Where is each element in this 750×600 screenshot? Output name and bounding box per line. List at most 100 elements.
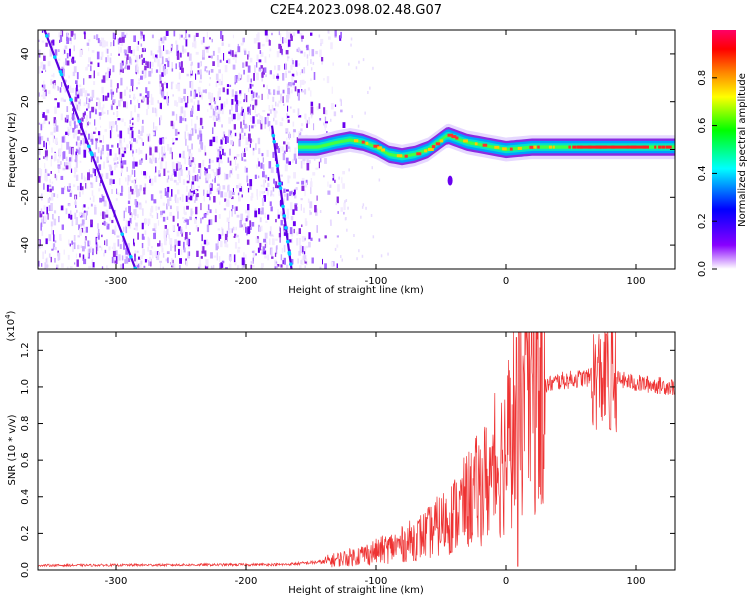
noise-speck xyxy=(244,50,247,55)
noise-speck xyxy=(41,40,45,43)
noise-speck xyxy=(40,135,44,141)
noise-speck xyxy=(306,120,308,128)
noise-speck xyxy=(154,157,157,164)
noise-speck xyxy=(264,255,267,259)
noise-speck xyxy=(111,144,114,148)
noise-speck xyxy=(208,173,211,179)
noise-speck xyxy=(218,160,220,168)
noise-speck xyxy=(85,236,87,241)
noise-speck xyxy=(287,119,290,123)
noise-speck xyxy=(143,265,146,268)
noise-speck xyxy=(110,183,112,187)
noise-speck xyxy=(44,262,47,269)
signal-hotspot xyxy=(577,145,649,149)
doppler-track-point xyxy=(278,186,283,190)
noise-speck xyxy=(125,61,127,70)
noise-speck xyxy=(38,147,41,156)
noise-speck xyxy=(208,103,211,106)
noise-speck xyxy=(280,219,283,226)
noise-speck xyxy=(299,245,302,253)
noise-speck xyxy=(152,129,154,132)
noise-speck xyxy=(286,83,290,88)
noise-speck xyxy=(160,37,163,41)
noise-speck xyxy=(228,255,230,260)
noise-speck xyxy=(218,234,221,241)
noise-speck xyxy=(155,69,159,73)
noise-speck xyxy=(244,93,246,101)
noise-speck xyxy=(40,172,42,178)
noise-speck xyxy=(47,32,50,38)
noise-speck xyxy=(124,147,127,154)
noise-speck xyxy=(254,208,257,211)
noise-speck xyxy=(194,123,197,131)
noise-speck xyxy=(191,162,193,166)
noise-speck xyxy=(167,170,170,173)
noise-speck xyxy=(50,39,52,42)
noise-speck xyxy=(224,233,228,242)
noise-speck xyxy=(205,170,207,177)
signal-hotspot xyxy=(494,145,500,149)
noise-speck xyxy=(246,74,250,83)
noise-speck xyxy=(237,77,241,81)
noise-speck xyxy=(61,82,63,87)
snr-x-label: Height of straight line (km) xyxy=(288,585,424,596)
noise-speck xyxy=(252,147,255,151)
noise-speck xyxy=(96,51,100,60)
noise-speck xyxy=(181,232,183,237)
noise-speck xyxy=(151,34,154,39)
noise-speck xyxy=(184,131,186,140)
noise-speck xyxy=(138,147,140,155)
noise-speck xyxy=(141,243,144,249)
noise-speck xyxy=(138,129,140,134)
noise-speck xyxy=(221,109,224,115)
noise-speck xyxy=(236,154,240,157)
noise-speck xyxy=(324,235,327,239)
noise-speck xyxy=(172,94,174,97)
noise-speck xyxy=(293,172,296,179)
noise-speck xyxy=(194,129,197,134)
noise-speck xyxy=(256,189,258,197)
noise-speck xyxy=(193,91,195,99)
noise-speck xyxy=(78,224,80,231)
noise-speck xyxy=(236,163,239,169)
noise-speck xyxy=(273,109,277,118)
noise-speck xyxy=(152,153,155,162)
noise-speck xyxy=(177,223,179,227)
noise-speck xyxy=(108,246,111,251)
noise-speck xyxy=(260,210,262,215)
noise-speck xyxy=(304,237,306,241)
y-tick-label: 0.6 xyxy=(20,452,31,468)
noise-speck xyxy=(75,175,78,181)
noise-speck xyxy=(141,59,144,65)
noise-speck xyxy=(200,243,203,251)
noise-speck xyxy=(123,210,125,219)
noise-speck xyxy=(221,228,224,236)
noise-speck xyxy=(318,161,320,169)
noise-speck xyxy=(268,54,271,58)
noise-speck xyxy=(211,55,213,59)
signal-hotspot xyxy=(447,133,454,137)
noise-speck xyxy=(365,206,367,210)
noise-speck xyxy=(122,147,124,152)
noise-speck xyxy=(145,153,147,160)
noise-speck xyxy=(178,171,181,175)
noise-speck xyxy=(124,55,126,59)
noise-speck xyxy=(298,228,301,234)
noise-speck xyxy=(73,117,76,125)
noise-speck xyxy=(168,234,170,239)
noise-speck xyxy=(256,62,258,68)
noise-speck xyxy=(61,66,65,74)
noise-speck xyxy=(71,240,73,245)
noise-speck xyxy=(207,45,209,54)
noise-speck xyxy=(283,150,286,154)
noise-speck xyxy=(266,149,269,157)
noise-speck xyxy=(208,70,210,75)
noise-speck xyxy=(303,246,307,251)
noise-speck xyxy=(150,61,154,67)
noise-speck xyxy=(60,237,62,241)
noise-speck xyxy=(324,116,327,122)
noise-speck xyxy=(119,139,122,146)
noise-speck xyxy=(41,94,44,97)
noise-speck xyxy=(246,215,249,221)
noise-speck xyxy=(106,144,110,151)
